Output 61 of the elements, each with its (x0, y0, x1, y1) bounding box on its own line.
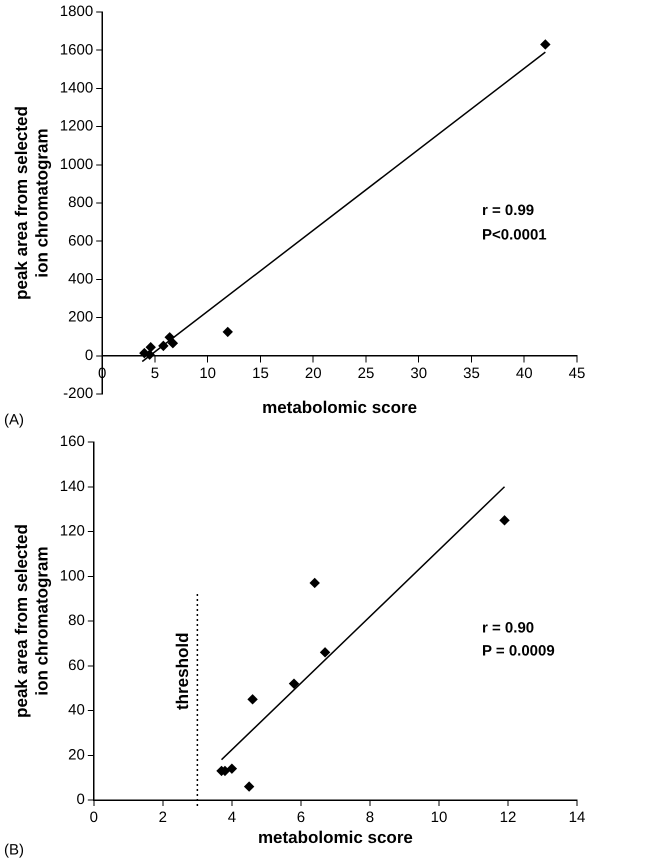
y-tick-label: 1200 (60, 118, 94, 135)
point (158, 340, 168, 351)
point (146, 342, 156, 352)
x-tick-label: 15 (252, 364, 269, 382)
x-tick-label: 8 (366, 809, 374, 826)
x-axis-title: metabolomic score (258, 828, 413, 848)
y-tick-label: 60 (68, 656, 85, 674)
y-tick-label: 0 (84, 346, 94, 364)
y-tick-label: 20 (68, 746, 85, 764)
y-tick-label: -200 (63, 385, 94, 402)
y-tick-label: 800 (68, 194, 94, 212)
x-tick-label: 2 (158, 809, 168, 826)
point (500, 515, 510, 526)
annotation: r = 0.99 (482, 202, 534, 219)
y-tick-label: 100 (60, 567, 85, 584)
x-tick-label: 4 (228, 809, 236, 826)
point (244, 782, 254, 792)
y-tick-label: 600 (68, 232, 94, 250)
x-tick-label: 10 (199, 364, 216, 382)
x-tick-label: 14 (568, 809, 586, 826)
point (540, 39, 550, 50)
x-tick-label: 12 (500, 809, 516, 826)
annotation: P = 0.0009 (482, 642, 555, 660)
y-tick-label: 160 (60, 433, 85, 450)
point (144, 350, 155, 360)
y-axis-title: peak area from selected ion chromatogram (12, 106, 52, 300)
point (320, 647, 330, 658)
y-tick-label: 1400 (60, 80, 94, 97)
y-tick-label: 40 (68, 702, 85, 719)
y-tick-label: 140 (60, 478, 85, 495)
y-tick-label: 1000 (60, 156, 94, 173)
point (226, 764, 237, 774)
point (289, 678, 299, 689)
x-tick-label: 25 (358, 364, 374, 382)
y-tick-label: 400 (68, 270, 94, 288)
text: (A) (4, 412, 24, 429)
y-tick-label: 0 (76, 791, 85, 808)
y-tick-label: 1600 (60, 41, 94, 58)
x-axis-title: metabolomic score (262, 398, 418, 418)
x-tick-label: 6 (296, 809, 306, 826)
annotation: r = 0.90 (482, 619, 534, 636)
x-tick-label: 10 (430, 809, 448, 826)
x-tick-label: 45 (568, 364, 586, 382)
point (168, 338, 178, 348)
point (222, 326, 233, 337)
ref-line-label: threshold (173, 632, 192, 710)
text: (B) (4, 842, 24, 859)
x-tick-label: 35 (463, 364, 480, 382)
y-tick-label: 120 (60, 522, 85, 540)
point (248, 694, 258, 704)
y-tick-label: 80 (68, 612, 85, 630)
x-tick-label: 30 (410, 364, 428, 382)
annotation: P<0.0001 (482, 226, 547, 244)
x-tick-label: 20 (304, 364, 322, 382)
point (164, 332, 175, 342)
y-tick-label: 1800 (60, 3, 94, 20)
x-tick-label: 40 (516, 364, 533, 382)
x-tick-label: 5 (150, 364, 160, 382)
y-axis-title: peak area from selected ion chromatogram (12, 524, 52, 718)
point (310, 578, 320, 588)
y-tick-label: 200 (68, 308, 94, 326)
